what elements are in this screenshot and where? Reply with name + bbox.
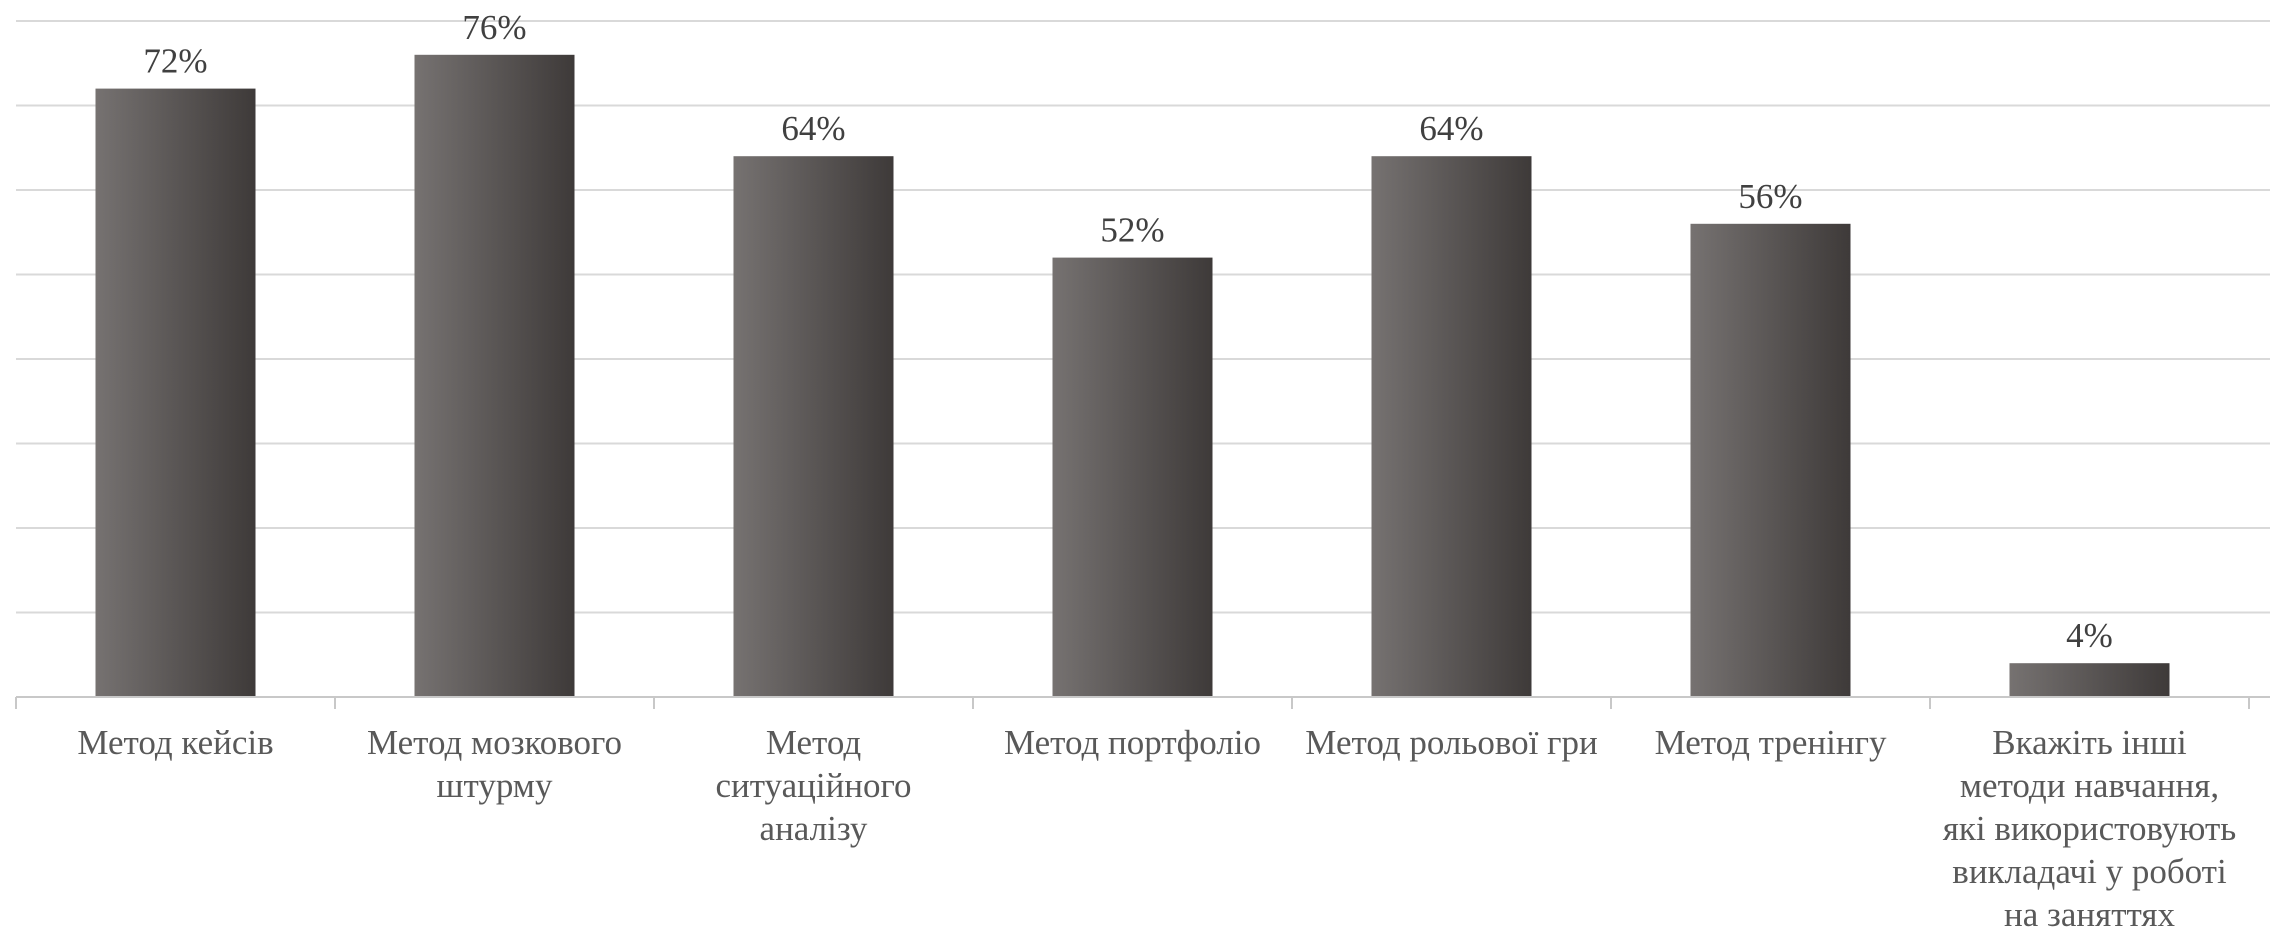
data-label: 4% bbox=[2066, 616, 2113, 655]
bar bbox=[95, 88, 256, 698]
bar bbox=[414, 54, 575, 698]
bar bbox=[1371, 156, 1532, 697]
category-label: Метод тренінгу bbox=[1655, 723, 1887, 762]
data-label: 52% bbox=[1100, 211, 1164, 250]
data-label: 64% bbox=[781, 109, 845, 148]
bar bbox=[1690, 223, 1851, 698]
data-label: 56% bbox=[1738, 177, 1802, 216]
category-label: Вкажіть інші методи навчання, які використ… bbox=[1943, 723, 2236, 928]
bar bbox=[733, 156, 894, 697]
category-labels: Метод кейсів Метод мозкового штурму Метод си… bbox=[77, 723, 2236, 928]
x-axis bbox=[15, 696, 2270, 709]
bar bbox=[2009, 663, 2170, 697]
data-label: 72% bbox=[143, 42, 207, 81]
category-label: Метод мозкового штурму bbox=[367, 723, 622, 805]
bar bbox=[1052, 257, 1213, 697]
data-labels: 72% 76% 64% 52% 64% 56% 4% bbox=[143, 8, 2112, 655]
category-label: Метод рольової гри bbox=[1305, 723, 1597, 762]
data-label: 76% bbox=[462, 8, 526, 47]
data-label: 64% bbox=[1419, 109, 1483, 148]
bars bbox=[95, 54, 2170, 698]
category-label: Метод портфоліо bbox=[1004, 723, 1261, 762]
category-label: Метод кейсів bbox=[77, 723, 273, 762]
category-label: Метод ситуаційного аналізу bbox=[715, 723, 911, 848]
